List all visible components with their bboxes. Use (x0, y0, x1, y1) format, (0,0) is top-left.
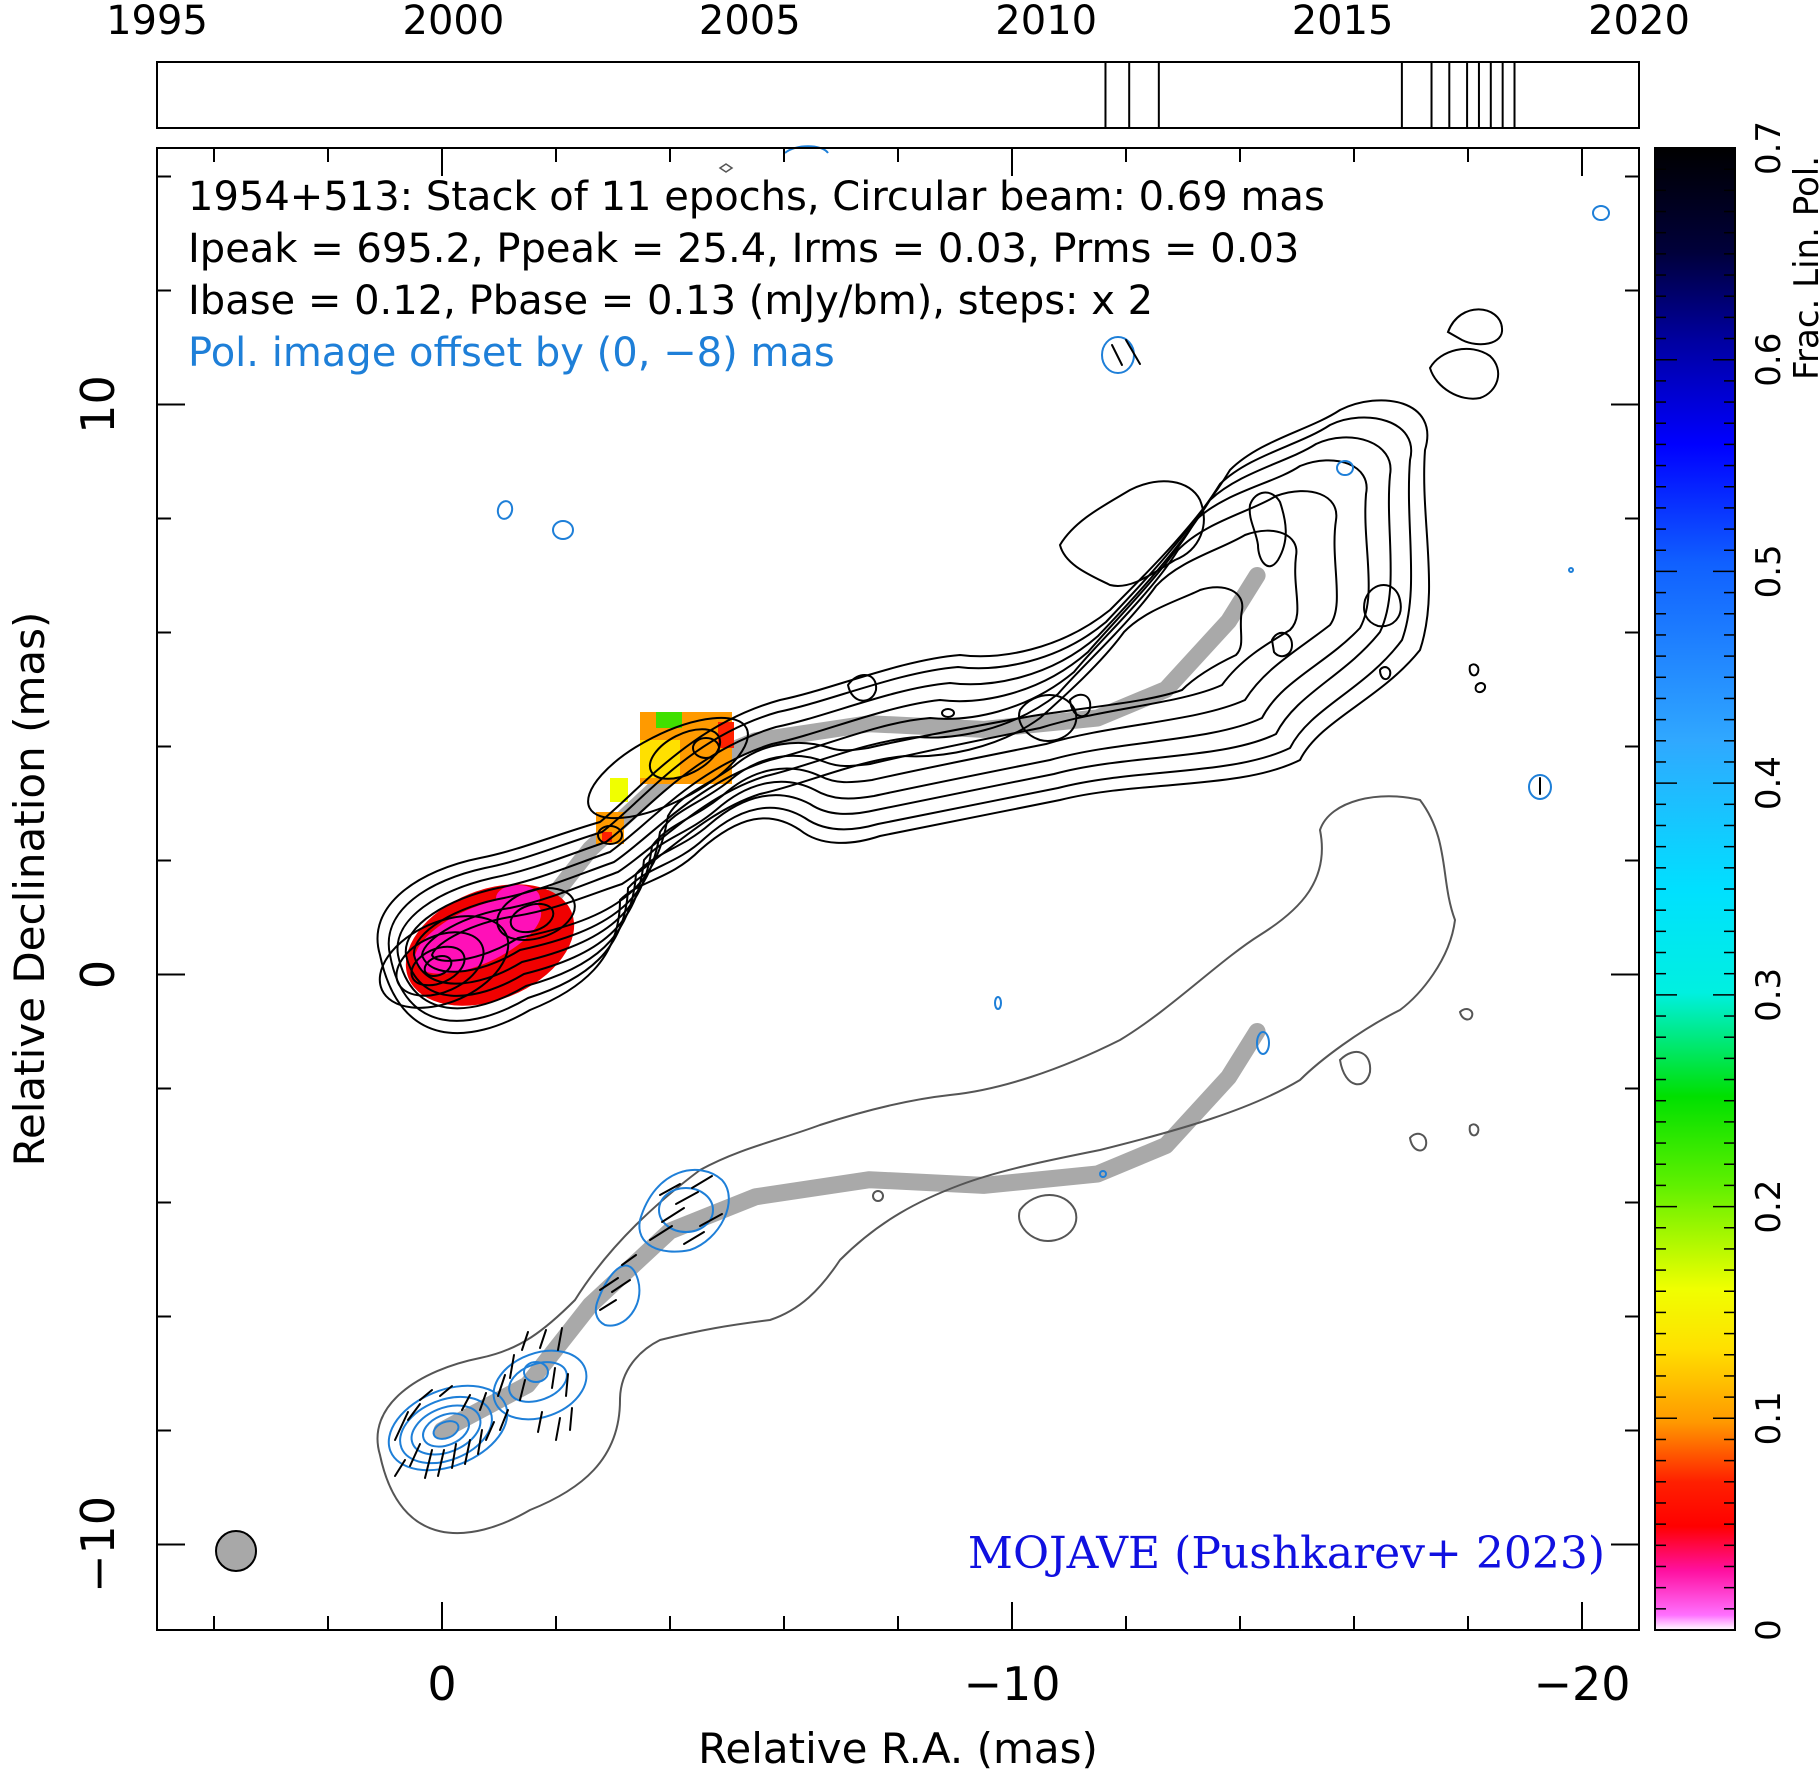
ridge-line (433, 567, 1266, 983)
colorbar-label: Frac. Lin. Pol. (1787, 156, 1819, 380)
credit-label: MOJAVE (Pushkarev+ 2023) (968, 1528, 1605, 1579)
colorbar: 0 0.1 0.2 0.3 0.4 0.5 0.6 0.7 Frac. Lin. Pol. (1654, 121, 1819, 1641)
y-tick-label: 0 (71, 960, 125, 989)
annotation-line-1: 1954+513: Stack of 11 epochs, Circular b… (188, 174, 1325, 220)
ridge-lines (433, 567, 1266, 1439)
x-axis-ticks (213, 148, 1583, 1630)
offset-total-intensity-contours (376, 795, 1480, 1535)
annotation-line-2: Ipeak = 695.2, Ppeak = 25.4, Irms = 0.03… (188, 226, 1299, 272)
timeline-tick-label: 2020 (1588, 0, 1690, 44)
evpa-ticks (394, 339, 1541, 1479)
timeline-tick-label: 2015 (1292, 0, 1394, 44)
colorbar-tick-label: 0.4 (1749, 756, 1789, 810)
x-tick-label: −10 (963, 1657, 1060, 1711)
timeline-tick-label: 1995 (106, 0, 208, 44)
ridge-line-offset (433, 1023, 1266, 1439)
colorbar-tick-label: 0.6 (1749, 333, 1789, 387)
timeline-tick-label: 2005 (699, 0, 801, 44)
y-tick-label: 10 (71, 375, 125, 434)
x-tick-label: 0 (427, 1657, 456, 1711)
timeline-frame (156, 61, 1640, 129)
epoch-timeline: 1995 2000 2005 2010 2015 2020 (106, 0, 1690, 129)
y-axis-label: Relative Declination (mas) (5, 612, 54, 1167)
fpol-knot-yellow (640, 740, 680, 778)
colorbar-tick-label: 0.1 (1749, 1391, 1789, 1445)
x-tick-label: −20 (1533, 1657, 1630, 1711)
beam-marker (215, 1530, 257, 1572)
colorbar-gradient (1654, 147, 1736, 1631)
fpol-knot-red-b (602, 832, 612, 842)
total-intensity-contours (376, 308, 1504, 1035)
y-tick-label: −10 (71, 1496, 125, 1593)
fpol-knot-red (718, 722, 734, 748)
y-axis-ticks (157, 175, 1639, 1546)
x-tick-labels: 0 −10 −20 (427, 1657, 1630, 1711)
fpol-knot-yellow-b (610, 778, 628, 802)
noise-contour (718, 163, 734, 173)
colorbar-tick-label: 0.3 (1749, 968, 1789, 1022)
y-tick-labels: 10 0 −10 (71, 375, 125, 1593)
extended-emission-contour (1428, 347, 1500, 400)
colorbar-tick-label: 0 (1749, 1619, 1789, 1641)
fpol-knot-green (656, 712, 682, 728)
colorbar-tick-label: 0.2 (1749, 1180, 1789, 1234)
source-map: 0 −10 −20 10 0 −10 1954+513: Stack of 11 epo… (5, 145, 1640, 1773)
timeline-tick-label: 2010 (995, 0, 1097, 44)
colorbar-tick-label: 0.7 (1749, 121, 1789, 175)
timeline-tick-label: 2000 (403, 0, 505, 44)
x-axis-label: Relative R.A. (mas) (698, 1724, 1098, 1773)
colorbar-tick-label: 0.5 (1749, 544, 1789, 598)
annotation-pol-offset: Pol. image offset by (0, −8) mas (188, 330, 835, 376)
annotation-line-3: Ibase = 0.12, Pbase = 0.13 (mJy/bm), ste… (188, 278, 1153, 324)
